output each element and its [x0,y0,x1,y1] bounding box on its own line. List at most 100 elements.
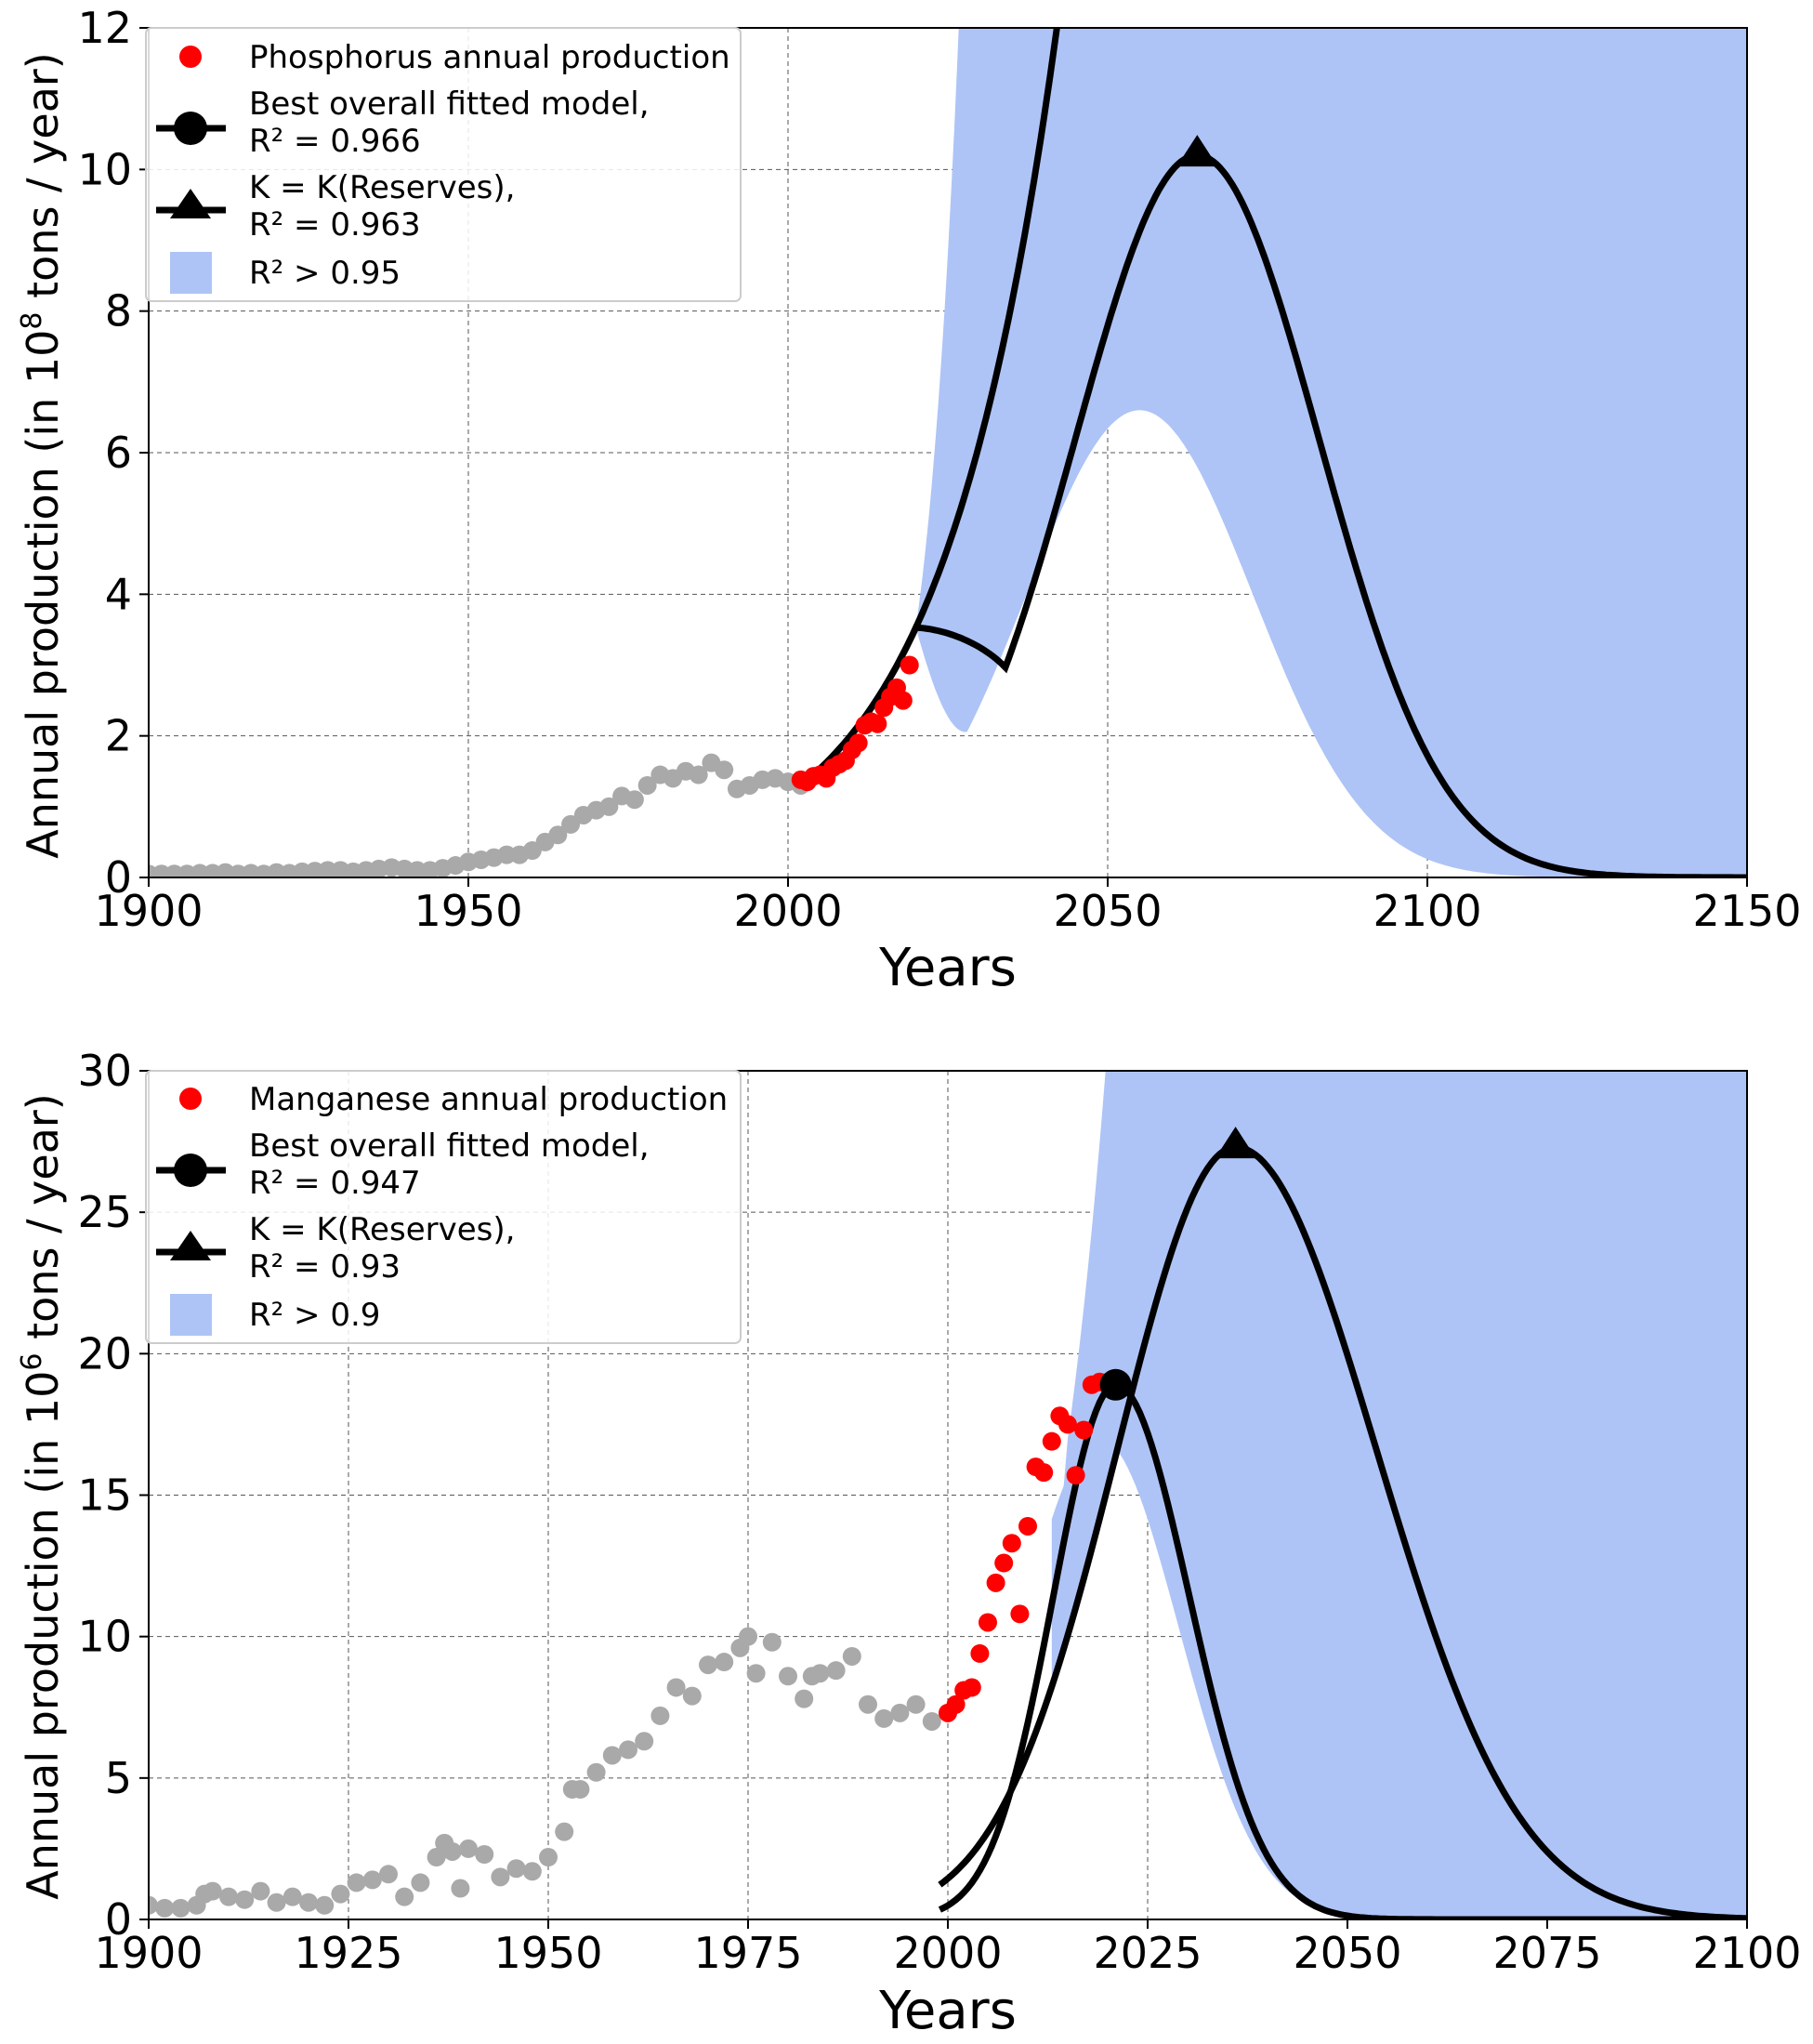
historical-series [149,753,810,877]
historical-point [299,1892,318,1912]
historical-point [548,825,568,845]
y-tick-label: 30 [77,1046,132,1096]
reserves-curve [938,1143,1747,1919]
historical-point [906,1695,926,1714]
historical-point [890,1703,910,1722]
historical-point [442,1841,462,1861]
y-tick-label: 10 [77,1612,132,1662]
legend-label-3: R² > 0.95 [249,255,401,292]
historical-point [666,1678,686,1697]
y-tick-label: 25 [77,1187,132,1237]
best-fit-circle-marker [1099,1368,1132,1401]
historical-point [362,1870,382,1890]
historical-point [624,790,644,810]
historical-point [586,1762,606,1782]
historical-point [411,1873,430,1892]
historical-point [561,814,581,834]
r2-confidence-band [915,28,1747,877]
y-tick-label: 10 [77,144,132,194]
historical-point [635,1732,654,1751]
observed-series [939,1372,1110,1722]
x-axis-title: Years [878,938,1017,998]
legend-dot-icon [179,1088,202,1110]
x-tick-label: 1925 [294,1928,402,1978]
historical-point [497,845,517,864]
historical-point [637,775,657,795]
observed-point [1018,1516,1037,1536]
observed-point [1058,1415,1077,1434]
historical-point [506,1859,526,1879]
y-tick-label: 20 [77,1328,132,1378]
y-tick-label: 12 [77,3,132,53]
y-tick-label: 4 [105,569,132,619]
legend-label-2: K = K(Reserves), [249,1211,515,1248]
legend-triangle-icon [170,189,211,218]
legend-label-3: R² > 0.9 [249,1297,380,1334]
legend-label-1: Best overall fitted model, [249,1127,650,1165]
reserves-curve [798,152,1747,877]
reserves-triangle-marker [1215,1127,1256,1159]
y-axis-ticks: 0 2 4 6 8 10 12 [77,3,149,903]
historical-point [842,1646,861,1666]
observed-point [893,691,913,710]
curve-markers [1099,1127,1256,1401]
historical-point [251,1881,270,1901]
x-tick-label: 2150 [1692,886,1801,936]
historical-point [699,1655,717,1675]
y-axis-title: Annual production (in 106 tons / year) [16,1093,68,1900]
x-tick-label: 1950 [414,886,522,936]
reserves-triangle-marker [1176,135,1218,167]
historical-point [171,1898,190,1918]
legend-label-0: Manganese annual production [249,1081,728,1118]
historical-point [779,1667,797,1686]
historical-point [859,1695,877,1714]
historical-point [602,1746,622,1765]
historical-point [619,1740,637,1760]
x-tick-label: 1900 [94,1928,203,1978]
historical-point [689,765,708,785]
legend: Phosphorus annual production Best overal… [145,27,742,302]
r2-confidence-band [1051,1071,1747,1919]
legend-band-swatch [170,1294,212,1336]
x-tick-label: 2050 [1293,1928,1401,1978]
legend-sublabel-1: R² = 0.966 [249,123,421,160]
historical-series [149,1627,941,1918]
historical-point [459,1839,478,1858]
historical-point [203,1881,222,1901]
y-tick-label: 8 [105,286,132,336]
y-tick-label: 15 [77,1470,132,1521]
historical-point [347,1873,366,1892]
observed-point [1034,1463,1054,1483]
historical-point [427,1848,446,1867]
manganese-chart: 1900 1925 1950 1975 2000 2025 2050 2075 2100 051… [16,1046,1802,2041]
historical-point [235,1890,255,1909]
historical-point [219,1887,238,1906]
historical-point [451,1879,470,1898]
observed-point [900,655,919,675]
x-tick-label: 2000 [893,1928,1002,1978]
historical-point [315,1895,335,1915]
y-tick-label: 0 [105,1894,132,1945]
legend-box [145,27,742,302]
historical-point [762,1632,782,1652]
historical-point [155,1898,175,1918]
y-tick-label: 5 [105,1753,132,1803]
historical-point [539,1848,558,1867]
phosphorus-chart: 1900 1950 2000 2050 2100 2150 0 2 4 6 8 10 12 Years… [16,3,1802,998]
historical-point [810,1664,830,1683]
historical-point [522,1862,542,1881]
observed-point [1074,1420,1094,1440]
x-tick-label: 2050 [1053,886,1162,936]
x-tick-label: 1950 [493,1928,602,1978]
best-fit-curve [938,1381,1747,1919]
x-tick-label: 2075 [1492,1928,1601,1978]
observed-point [994,1553,1014,1573]
legend: Manganese annual production Best overall… [145,1070,742,1344]
legend-label-2: K = K(Reserves), [249,169,515,206]
legend-label-0: Phosphorus annual production [249,39,730,76]
legend-sublabel-2: R² = 0.93 [249,1248,401,1286]
observed-point [979,1613,997,1632]
legend-band-swatch [170,252,212,294]
curve-markers [1176,135,1218,167]
